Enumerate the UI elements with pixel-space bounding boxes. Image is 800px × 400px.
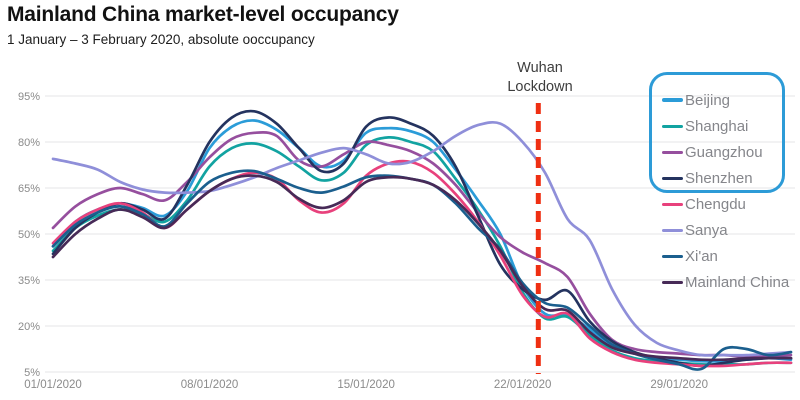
legend-item-beijing: Beijing xyxy=(662,87,789,113)
legend-swatch xyxy=(662,124,683,128)
legend-item-xi-an: Xi'an xyxy=(662,244,789,270)
legend-swatch xyxy=(662,281,683,285)
legend-item-shenzhen: Shenzhen xyxy=(662,165,789,191)
chart-subtitle: 1 January – 3 February 2020, absolute oo… xyxy=(7,32,315,47)
x-tick-label: 08/01/2020 xyxy=(181,379,239,391)
series-lines xyxy=(51,109,793,371)
legend-swatch xyxy=(662,255,683,259)
y-tick-label: 5% xyxy=(24,367,40,379)
legend-label: Sanya xyxy=(685,222,728,240)
y-tick-label: 80% xyxy=(18,137,40,149)
legend-item-shanghai: Shanghai xyxy=(662,113,789,139)
legend-swatch xyxy=(662,150,683,154)
legend-swatch xyxy=(662,176,683,180)
legend-swatch xyxy=(662,98,683,102)
legend-label: Shanghai xyxy=(685,117,749,135)
y-tick-label: 50% xyxy=(18,229,40,241)
lockdown-annotation-label: Wuhan Lockdown xyxy=(507,60,573,95)
legend-item-chengdu: Chengdu xyxy=(662,191,789,217)
x-tick-label: 15/01/2020 xyxy=(337,379,395,391)
chart-title: Mainland China market-level occupancy xyxy=(7,3,399,26)
legend-label: Guangzhou xyxy=(685,143,763,161)
series-line-mainland-china xyxy=(51,174,793,362)
x-tick-label: 29/01/2020 xyxy=(650,379,708,391)
series-line-shenzhen xyxy=(51,109,793,368)
y-axis: 95% 80% 65% 50% 35% 20% 5% xyxy=(18,91,795,379)
legend-label: Shenzhen xyxy=(685,169,753,187)
legend-label: Xi'an xyxy=(685,248,718,266)
x-tick-label: 22/01/2020 xyxy=(494,379,552,391)
chart-legend: Beijing Shanghai Guangzhou Shenzhen Chengdu S… xyxy=(662,87,789,296)
legend-item-sanya: Sanya xyxy=(662,217,789,243)
legend-label: Mainland China xyxy=(685,274,790,292)
legend-item-guangzhou: Guangzhou xyxy=(662,139,789,165)
y-tick-label: 20% xyxy=(18,321,40,333)
y-tick-label: 65% xyxy=(18,183,40,195)
series-line-sanya xyxy=(51,120,793,357)
x-axis: 01/01/2020 08/01/2020 15/01/2020 22/01/2020… xyxy=(24,379,708,391)
y-tick-label: 35% xyxy=(18,275,40,287)
legend-swatch xyxy=(662,202,683,207)
legend-highlight-box xyxy=(649,72,785,193)
y-tick-label: 95% xyxy=(18,91,40,103)
legend-item-mainland-china: Mainland China xyxy=(662,270,789,296)
legend-label: Beijing xyxy=(685,91,731,109)
x-tick-label: 01/01/2020 xyxy=(24,379,82,391)
legend-swatch xyxy=(662,228,683,233)
legend-label: Chengdu xyxy=(685,195,746,213)
